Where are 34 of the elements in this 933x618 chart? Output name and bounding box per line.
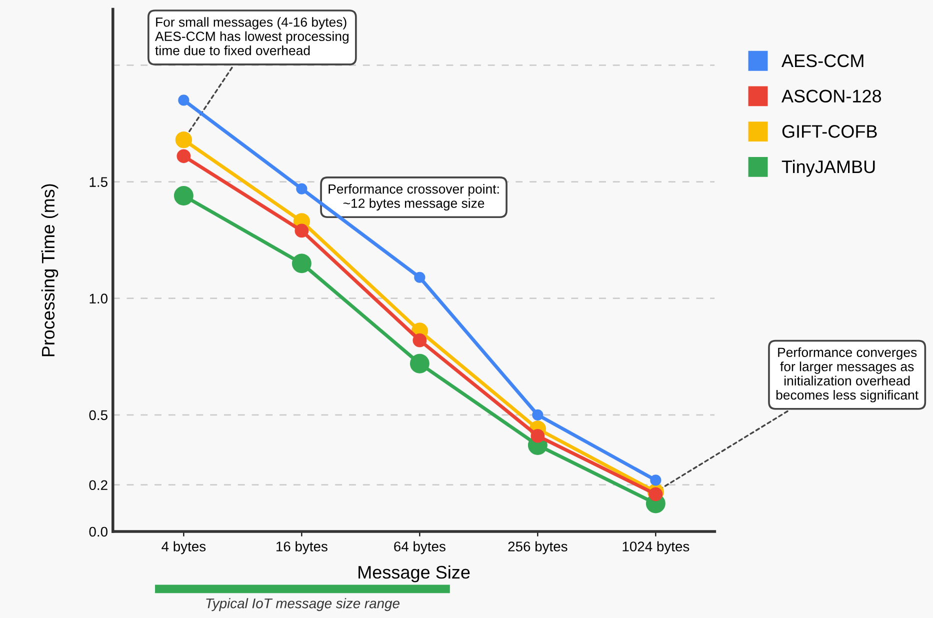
x-tick-label: 256 bytes	[508, 541, 568, 554]
legend-label: GIFT-COFB	[782, 125, 877, 138]
x-tick-label: 16 bytes	[276, 541, 328, 554]
y-tick-label: 0.5	[89, 410, 108, 420]
annotation: For small messages (4-16 bytes) AES-CCM has lowest processing time due to fixed overhead	[155, 17, 348, 56]
point	[648, 487, 663, 502]
x-axis-title: Message Size	[358, 565, 470, 582]
x-tick-label: 4 bytes	[162, 541, 206, 554]
point	[176, 149, 191, 164]
point	[175, 131, 192, 148]
x-tick-label: 64 bytes	[394, 541, 446, 554]
point	[178, 94, 190, 106]
point	[650, 474, 662, 486]
point	[410, 354, 430, 374]
point	[294, 224, 309, 238]
point	[412, 333, 427, 348]
y-tick-label: 0.0	[89, 526, 108, 537]
y-tick-label: 1.0	[90, 294, 108, 304]
legend-label: AES-CCM	[782, 54, 864, 68]
annotation: Performance crossover point: ~12 bytes message size	[328, 184, 499, 211]
point	[292, 254, 312, 274]
point	[296, 183, 308, 194]
point	[414, 272, 426, 283]
legend-label: TinyJAMBU	[782, 160, 875, 177]
y-tick-label: 0.2	[89, 480, 108, 490]
text: Typical IoT message size range	[206, 598, 400, 612]
annotation: Performance converges for larger messages as initialization overhead becomes less significant	[776, 347, 918, 402]
point	[530, 428, 545, 443]
legend-label: ASCON-128	[782, 90, 882, 102]
y-tick-label: 1.5	[90, 177, 108, 187]
y-axis-title: Processing Time (ms)	[41, 184, 58, 356]
point	[174, 186, 194, 206]
point	[532, 409, 544, 420]
x-tick-label: 1024 bytes	[622, 541, 690, 554]
